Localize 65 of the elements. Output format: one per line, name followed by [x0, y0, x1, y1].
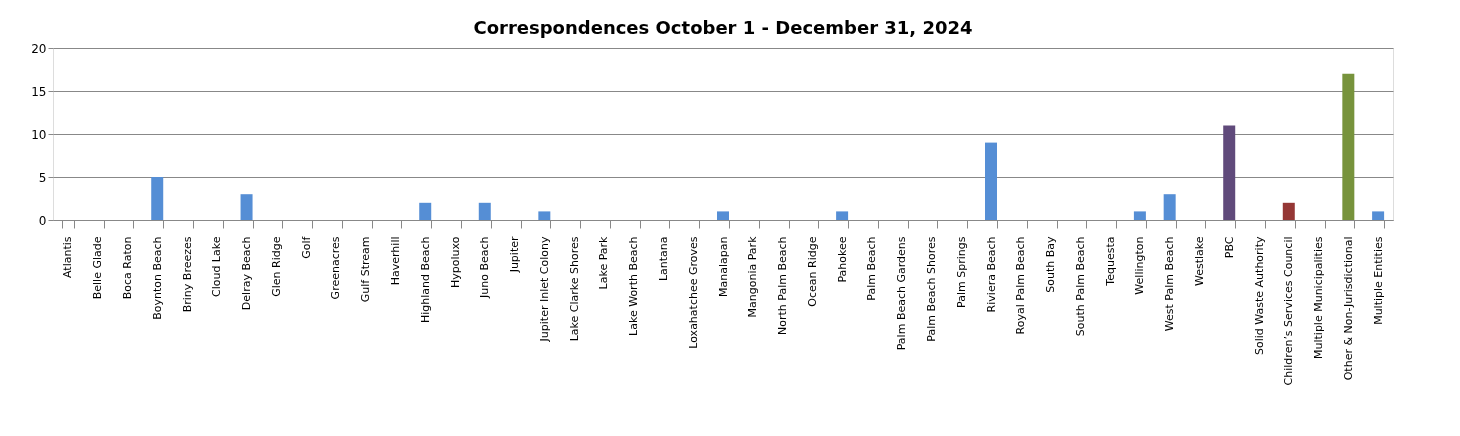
x-tick-label: North Palm Beach	[776, 236, 790, 335]
x-tick-label: Briny Breezes	[180, 236, 194, 313]
x-tick-label: Palm Beach Shores	[924, 236, 938, 342]
x-tick-label: Golf	[299, 235, 313, 259]
x-tick-label: Greenacres	[329, 236, 343, 300]
bar	[985, 142, 997, 220]
bar	[1223, 125, 1236, 220]
x-tick-label: Haverhill	[388, 236, 402, 286]
x-tick-label: West Palm Beach	[1163, 236, 1177, 332]
y-tick-label: 10	[31, 127, 47, 142]
x-tick-label: Palm Beach	[865, 236, 879, 301]
x-tick-label: Palm Beach Gardens	[895, 236, 909, 351]
x-tick-label: Westlake	[1192, 236, 1206, 287]
y-tick-label: 20	[31, 41, 47, 56]
bar	[1342, 73, 1355, 220]
x-tick-label: Other & Non-Jurisdictional	[1341, 236, 1355, 381]
x-tick-label: Children’s Services Council	[1282, 236, 1296, 386]
bar	[836, 211, 849, 220]
x-tick-label: Lake Worth Beach	[627, 236, 641, 336]
y-tick-label: 0	[38, 213, 47, 228]
x-tick-label: Ocean Ridge	[805, 236, 819, 307]
x-tick-label: Solid Waste Authority	[1252, 236, 1266, 355]
x-tick-label: Gulf Stream	[359, 236, 373, 303]
bar	[1282, 202, 1295, 220]
x-tick-label: Multiple Entities	[1371, 236, 1385, 325]
bar	[419, 202, 432, 220]
x-tick-label: Belle Glade	[91, 236, 105, 300]
x-tick-label: Mangonia Park	[746, 235, 760, 318]
x-tick-label: Riviera Beach	[984, 236, 998, 313]
y-tick-label: 15	[31, 84, 47, 99]
x-tick-label: Manalapan	[716, 236, 730, 297]
x-tick-label: Tequesta	[1103, 236, 1117, 287]
x-tick-label: Highland Beach	[418, 236, 432, 324]
x-tick-label: Atlantis	[61, 236, 75, 279]
x-tick-label: Glen Ridge	[269, 236, 283, 297]
bar	[1133, 211, 1146, 220]
x-tick-label: Hypoluxo	[448, 236, 462, 288]
bar	[240, 194, 253, 220]
x-tick-label: South Palm Beach	[1073, 236, 1087, 337]
bar	[538, 211, 551, 220]
x-tick-label: Loxahatchee Groves	[686, 236, 700, 349]
x-tick-label: Lake Park	[597, 235, 611, 290]
x-tick-label: Palm Springs	[954, 236, 968, 308]
x-tick-label: Lantana	[656, 236, 670, 282]
y-tick-label: 5	[38, 170, 47, 185]
x-tick-label: Boynton Beach	[150, 236, 164, 320]
x-tick-label: Cloud Lake	[210, 236, 224, 298]
x-tick-label: Multiple Municipalities	[1312, 236, 1326, 359]
x-tick-label: Jupiter	[508, 236, 522, 274]
x-tick-label: South Bay	[1044, 236, 1058, 293]
x-tick-label: Royal Palm Beach	[1014, 236, 1028, 335]
x-tick-label: Boca Raton	[120, 236, 134, 300]
bar	[1372, 211, 1385, 220]
x-tick-label: Jupiter Inlet Colony	[537, 236, 551, 343]
bar	[717, 211, 729, 220]
bar	[1163, 194, 1176, 220]
x-tick-label: Lake Clarke Shores	[567, 236, 581, 342]
x-tick-label: PBC	[1222, 236, 1236, 259]
x-tick-label: Pahokee	[835, 236, 849, 283]
x-tick-label: Wellington	[1133, 236, 1147, 295]
x-tick-label: Delray Beach	[240, 236, 254, 311]
x-tick-label: Juno Beach	[478, 236, 492, 299]
bar	[151, 177, 164, 220]
bar	[478, 202, 491, 220]
chart-title: Correspondences October 1 - December 31, 2024	[473, 17, 973, 38]
